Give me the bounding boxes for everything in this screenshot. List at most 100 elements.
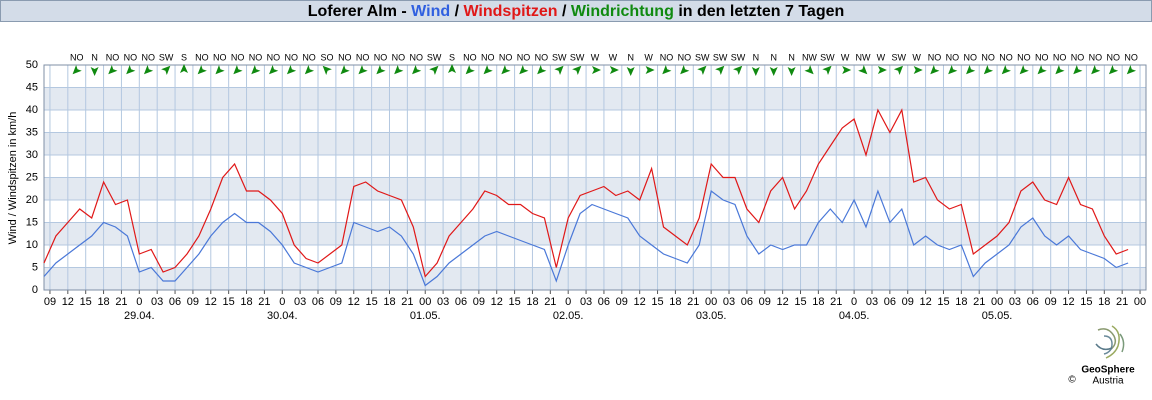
x-tick-label: 0 xyxy=(136,296,142,308)
x-tick-label: 00 xyxy=(419,296,431,308)
direction-label: N xyxy=(753,52,760,62)
title-gusts: Windspitzen xyxy=(463,3,557,20)
x-tick-label: 12 xyxy=(348,296,360,308)
direction-label: SO xyxy=(320,52,333,62)
x-tick-label: 12 xyxy=(62,296,74,308)
direction-arrow xyxy=(572,65,582,75)
direction-arrow xyxy=(1126,65,1137,75)
direction-label: NO xyxy=(535,52,549,62)
direction-arrow xyxy=(1073,65,1083,75)
direction-label: NO xyxy=(124,52,138,62)
direction-arrow xyxy=(465,65,475,75)
direction-arrow xyxy=(680,65,690,75)
direction-label: NO xyxy=(213,52,227,62)
direction-arrow xyxy=(215,65,225,75)
direction-label: NO xyxy=(946,52,960,62)
date-label: 02.05. xyxy=(553,310,584,322)
x-tick-label: 03 xyxy=(866,296,878,308)
direction-arrow xyxy=(143,65,154,75)
band xyxy=(44,132,1146,155)
direction-arrow xyxy=(429,65,439,75)
direction-label: NO xyxy=(678,52,692,62)
direction-label: NO xyxy=(374,52,388,62)
x-tick-label: 18 xyxy=(240,296,252,308)
x-tick-label: 21 xyxy=(401,296,413,308)
direction-arrow xyxy=(1055,65,1065,75)
direction-arrow xyxy=(501,65,511,75)
direction-arrow xyxy=(340,65,350,75)
date-label: 29.04. xyxy=(124,310,155,322)
x-tick-label: 06 xyxy=(455,296,467,308)
x-tick-label: 15 xyxy=(1080,296,1092,308)
direction-arrow xyxy=(483,65,493,75)
line-series xyxy=(43,189,1129,287)
direction-label: N xyxy=(627,52,634,62)
x-tick-label: 09 xyxy=(1045,296,1057,308)
direction-label: W xyxy=(609,52,618,62)
x-tick-label: 18 xyxy=(383,296,395,308)
direction-arrow xyxy=(197,65,207,75)
x-tick-label: 21 xyxy=(830,296,842,308)
y-tick-label: 25 xyxy=(26,171,38,183)
direction-label: SW xyxy=(695,52,710,62)
logo-sub: Austria xyxy=(1092,376,1124,387)
direction-arrow xyxy=(697,65,707,75)
direction-arrow xyxy=(966,65,976,75)
direction-label: SW xyxy=(552,52,567,62)
direction-label: W xyxy=(591,52,600,62)
y-tick-label: 45 xyxy=(26,81,38,93)
direction-arrow xyxy=(519,65,529,75)
x-tick-label: 18 xyxy=(526,296,538,308)
direction-label: NO xyxy=(964,52,978,62)
logo-name: GeoSphere xyxy=(1081,365,1135,376)
y-tick-label: 30 xyxy=(26,149,38,161)
direction-label: SW xyxy=(892,52,907,62)
direction-label: W xyxy=(841,52,850,62)
direction-label: SW xyxy=(427,52,442,62)
direction-label: NO xyxy=(1124,52,1138,62)
band xyxy=(44,87,1146,110)
date-label: 04.05. xyxy=(839,310,870,322)
x-tick-label: 18 xyxy=(1098,296,1110,308)
direction-arrow xyxy=(787,67,796,76)
x-tick-label: 12 xyxy=(205,296,217,308)
direction-arrow xyxy=(948,65,958,75)
direction-arrow xyxy=(662,65,672,75)
x-tick-label: 06 xyxy=(741,296,753,308)
direction-arrow xyxy=(822,65,832,75)
direction-label: NO xyxy=(231,52,245,62)
direction-label: N xyxy=(788,52,795,62)
title-separator: / xyxy=(562,3,567,20)
x-tick-label: 18 xyxy=(97,296,109,308)
x-tick-label: 21 xyxy=(1116,296,1128,308)
line-series xyxy=(43,108,1129,278)
direction-arrow xyxy=(554,65,564,75)
x-tick-label: 12 xyxy=(1062,296,1074,308)
title-wind: Wind xyxy=(411,3,450,20)
band xyxy=(44,267,1146,290)
y-tick-label: 40 xyxy=(26,104,38,116)
x-tick-label: 09 xyxy=(473,296,485,308)
direction-label: SW xyxy=(820,52,835,62)
direction-arrow xyxy=(161,65,171,75)
direction-label: S xyxy=(449,52,455,62)
x-tick-label: 06 xyxy=(312,296,324,308)
direction-label: NO xyxy=(356,52,370,62)
x-tick-label: 06 xyxy=(884,296,896,308)
direction-label: NO xyxy=(249,52,263,62)
x-tick-label: 09 xyxy=(902,296,914,308)
direction-label: NO xyxy=(1089,52,1103,62)
plot-border xyxy=(43,64,1147,291)
x-tick-label: 0 xyxy=(851,296,857,308)
direction-arrow xyxy=(1001,65,1011,75)
direction-arrow xyxy=(804,65,814,75)
direction-arrow xyxy=(72,65,82,75)
x-tick-label: 03 xyxy=(151,296,163,308)
x-tick-label: 12 xyxy=(491,296,503,308)
direction-arrow xyxy=(108,65,118,75)
x-tick-label: 09 xyxy=(330,296,342,308)
x-tick-label: 15 xyxy=(223,296,235,308)
direction-label: NO xyxy=(338,52,352,62)
direction-arrow xyxy=(983,65,994,75)
x-tick-label: 15 xyxy=(365,296,377,308)
